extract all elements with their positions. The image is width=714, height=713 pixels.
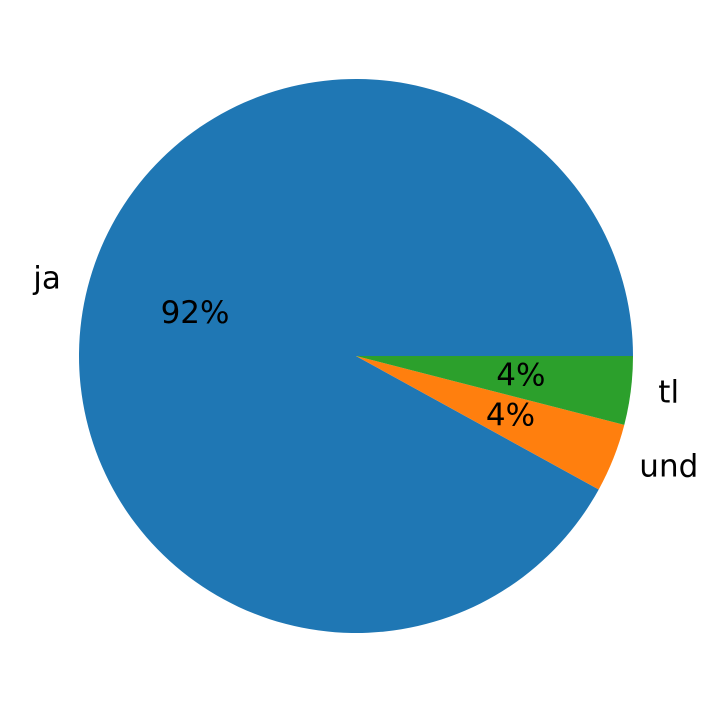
pie-wedge [356,356,633,425]
category-label: tl [658,375,679,411]
category-label: ja [32,261,61,297]
value-label: 4% [486,398,535,434]
category-label: und [639,449,698,485]
value-label: 4% [496,357,545,393]
pie-wedge [79,79,634,634]
pie-wedge [356,356,625,490]
value-label: 92% [161,295,230,331]
